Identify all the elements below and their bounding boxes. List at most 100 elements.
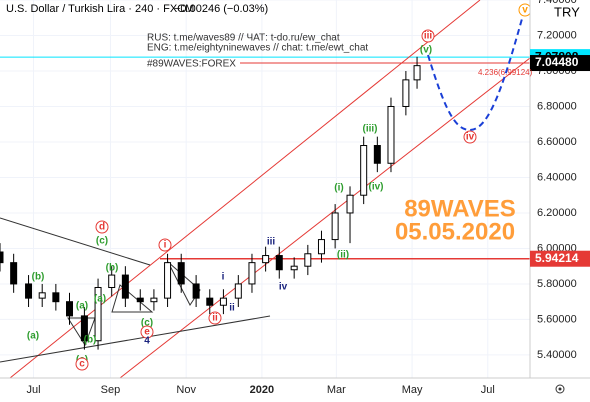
wave-label: (b) (32, 272, 45, 283)
wave-label: (b) (84, 335, 97, 346)
y-tick-label: 5.80000 (537, 278, 577, 290)
y-tick-label: 7.20000 (537, 29, 577, 41)
wave-label: i (164, 240, 167, 251)
level-tag (530, 250, 590, 267)
channel-lower (119, 57, 531, 379)
candles (0, 56, 421, 350)
wave-label: (a) (94, 294, 106, 305)
level-label: 5.94214 (535, 251, 579, 265)
x-tick-label: Nov (176, 384, 196, 396)
wave-label: iv (466, 132, 475, 143)
candle-body (192, 283, 200, 299)
level-label: 7.04480 (535, 55, 579, 69)
channel-upper (9, 0, 481, 379)
x-tick-label: Sep (101, 384, 121, 396)
candle-body (402, 79, 410, 107)
y-tick-label: 7.40000 (537, 0, 577, 6)
grid (0, 0, 530, 378)
wave-label: ii (212, 313, 218, 324)
y-tick-label: 6.60000 (537, 136, 577, 148)
projection (427, 7, 526, 132)
x-tick-label: Mar (327, 384, 346, 396)
candle-body (38, 292, 46, 299)
candle-body (206, 297, 214, 306)
candle-body (360, 145, 368, 196)
wave-label: v (522, 5, 528, 16)
wave-label: (ii) (337, 250, 349, 261)
candle-body (373, 145, 381, 164)
wave-label: (iii) (363, 124, 378, 135)
level-tag (530, 55, 590, 72)
candle-body (234, 283, 242, 299)
axes: 5.400005.600005.800006.000006.200006.400… (26, 0, 590, 396)
x-tick-label: Jul (481, 384, 495, 396)
note: RUS: t.me/waves89 // ЧАТ: t-do.ru/ew_cha… (147, 33, 340, 44)
candle-body (164, 262, 172, 299)
note: #89WAVES:FOREX (147, 59, 236, 70)
wave-circle (158, 238, 172, 252)
wave-circle (140, 325, 154, 339)
wave-label: e (144, 327, 150, 338)
trend-line (0, 217, 151, 266)
y-tick-label: 6.80000 (537, 100, 577, 112)
symbol: U.S. Dollar / Turkish Lira · 240 · FXCM (6, 3, 194, 15)
wave-label: iii (424, 31, 433, 42)
wave-label: (iv) (369, 182, 384, 193)
wave-circle (421, 29, 435, 43)
wave-label: (a) (76, 301, 88, 312)
candle-body (304, 253, 312, 267)
fib-label: 4.236(6.99124) (478, 68, 533, 77)
wave-label: (v) (420, 45, 432, 56)
candle-body (262, 255, 270, 264)
candle-body (25, 283, 33, 299)
watermark: 05.05.2020 (395, 218, 515, 245)
wave-label: (c) (141, 318, 153, 329)
wave-label: 4 (144, 336, 150, 347)
watermark: 89WAVES (404, 195, 516, 222)
wave-label: (c) (96, 236, 108, 247)
candle-body (121, 274, 129, 299)
candle-body (108, 274, 116, 288)
candle-body (136, 297, 144, 303)
candle-body (290, 265, 298, 271)
currency: TRY (554, 4, 580, 19)
wave-label: iv (279, 282, 288, 293)
y-tick-label: 6.40000 (537, 171, 577, 183)
candle-body (150, 297, 158, 303)
y-tick-label: 6.20000 (537, 207, 577, 219)
candle-body (219, 297, 227, 306)
candle-body (10, 262, 18, 285)
candle-body (52, 292, 60, 303)
wave-label: d (99, 222, 105, 233)
wave-label: i (222, 272, 225, 283)
wave-labels: (b)(a)(c)c(a)(b)(a)(b)d(c)(c)e4iiiiiiiii… (27, 3, 532, 371)
candle-body (80, 315, 88, 342)
candle-body (387, 105, 395, 164)
note: ENG: t.me/eightyninewaves // chat: t.me/… (147, 43, 368, 54)
drawings (0, 0, 531, 379)
wave-label: (a) (27, 331, 39, 342)
wave-circle (95, 220, 109, 234)
candle-body (275, 255, 283, 271)
candle-body (317, 239, 325, 255)
change: −0.00246 (−0.03%) (174, 3, 268, 15)
candle-body (177, 262, 185, 285)
wave-label: c (79, 359, 85, 370)
candle-body (346, 194, 354, 214)
wave-label: ii (229, 303, 235, 314)
candle-body (94, 286, 102, 342)
settings-icon[interactable] (555, 384, 565, 394)
candle-body (413, 65, 421, 81)
candle-body (248, 262, 256, 285)
x-tick-label: May (402, 384, 423, 396)
wave-circle (75, 357, 89, 371)
y-tick-label: 5.40000 (537, 349, 577, 361)
wave-label: (i) (334, 183, 343, 194)
candle-body (0, 251, 4, 264)
wave-label: (b) (106, 263, 119, 274)
wave-label: iii (267, 237, 276, 248)
wave-circle (463, 130, 477, 144)
y-tick-label: 5.60000 (537, 313, 577, 325)
x-tick-label: Jul (26, 384, 40, 396)
